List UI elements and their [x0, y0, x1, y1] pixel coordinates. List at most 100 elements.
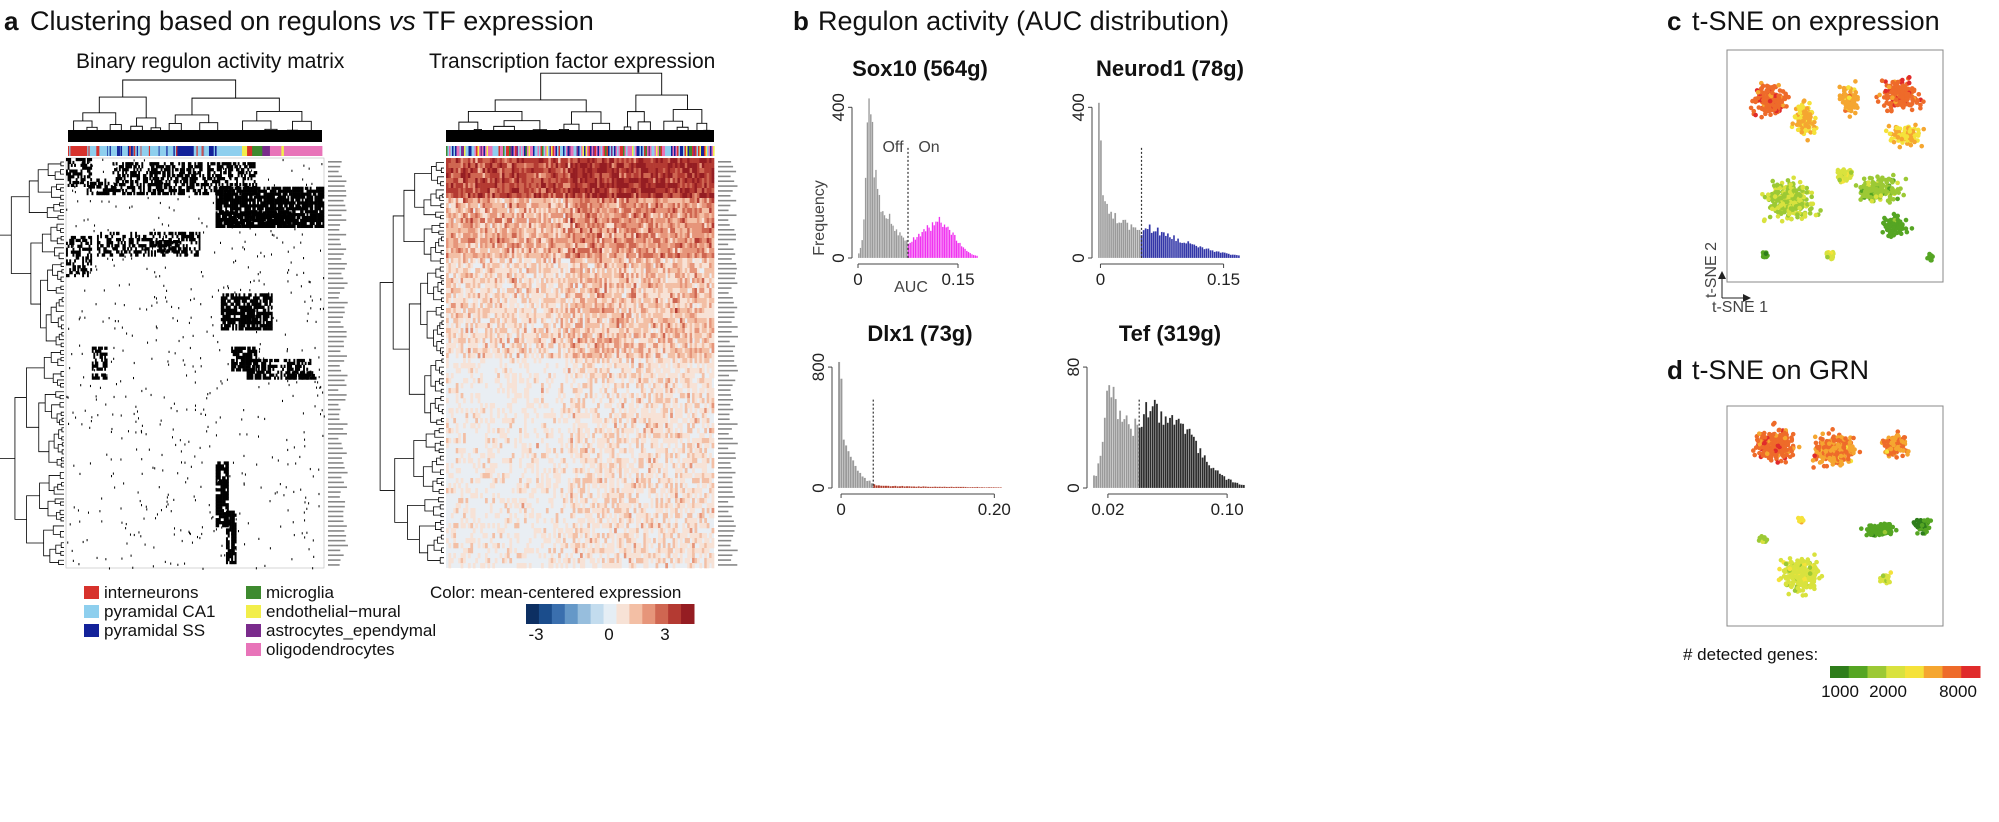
expression-cell — [567, 163, 571, 169]
active-regulon-cell — [213, 177, 216, 181]
active-regulon-cell — [91, 361, 94, 365]
expression-cell — [670, 168, 673, 174]
active-regulon-cell — [235, 299, 238, 303]
expression-cell — [621, 163, 625, 169]
active-regulon-cell — [225, 192, 228, 196]
active-regulon-cell — [133, 250, 136, 254]
active-regulon-cell — [178, 185, 181, 190]
dendrogram-branch — [441, 320, 444, 326]
active-regulon-cell — [215, 192, 218, 196]
active-regulon-cell — [229, 522, 232, 526]
active-regulon-cell — [205, 191, 208, 196]
active-regulon-cell — [300, 201, 302, 205]
cell-type-stripe — [528, 146, 531, 156]
expression-cell — [609, 163, 612, 169]
active-regulon-cell — [262, 221, 265, 225]
active-regulon-cell — [123, 304, 125, 307]
active-regulon-cell — [226, 506, 229, 510]
active-regulon-cell — [229, 218, 232, 223]
expression-cell — [621, 183, 625, 189]
active-regulon-cell — [231, 221, 234, 225]
active-regulon-cell — [257, 311, 260, 316]
expression-cell — [553, 158, 556, 164]
expression-cell — [502, 168, 505, 174]
active-regulon-cell — [94, 369, 96, 372]
dendrogram-branch — [438, 428, 444, 434]
active-regulon-cell — [316, 386, 318, 389]
active-regulon-cell — [292, 186, 295, 190]
cell-type-stripe — [600, 146, 603, 156]
active-regulon-cell — [113, 346, 115, 350]
active-regulon-cell — [219, 171, 222, 175]
cell-type-stripe — [468, 146, 471, 156]
expression-cell — [643, 158, 647, 164]
active-regulon-cell — [136, 410, 138, 413]
cell-type-stripe — [471, 146, 474, 156]
active-regulon-cell — [259, 311, 262, 316]
dendrogram-branch — [571, 111, 602, 125]
cell-type-stripe — [533, 146, 535, 156]
active-regulon-cell — [320, 385, 322, 389]
active-regulon-cell — [279, 189, 282, 193]
active-regulon-cell — [268, 186, 271, 190]
active-regulon-cell — [300, 488, 302, 491]
dendrogram-branch — [430, 364, 436, 387]
expression-cell — [506, 183, 510, 189]
active-regulon-cell — [150, 162, 153, 166]
active-regulon-cell — [274, 201, 277, 205]
active-regulon-cell — [309, 186, 312, 190]
active-regulon-cell — [314, 207, 317, 211]
active-regulon-cell — [192, 177, 195, 181]
row-label-mark — [328, 520, 344, 523]
cell-type-stripe — [561, 146, 564, 156]
active-regulon-cell — [82, 259, 85, 263]
active-regulon-cell — [284, 198, 287, 202]
active-regulon-cell — [77, 175, 80, 179]
active-regulon-cell — [223, 476, 226, 480]
active-regulon-cell — [83, 183, 86, 187]
expression-cell — [692, 183, 695, 189]
active-regulon-cell — [242, 171, 245, 175]
active-regulon-cell — [271, 186, 274, 190]
active-regulon-cell — [121, 437, 123, 440]
active-regulon-cell — [251, 370, 254, 374]
active-regulon-cell — [126, 191, 129, 196]
active-regulon-cell — [149, 177, 152, 181]
row-label-mark — [328, 549, 341, 552]
expression-cell — [470, 183, 474, 189]
expression-cell — [597, 173, 600, 179]
active-regulon-cell — [257, 370, 260, 374]
active-regulon-cell — [268, 178, 270, 181]
row-label-mark — [328, 292, 340, 294]
active-regulon-cell — [75, 271, 78, 275]
active-regulon-cell — [135, 253, 137, 257]
active-regulon-cell — [298, 198, 301, 202]
active-regulon-cell — [269, 324, 272, 328]
active-regulon-cell — [287, 379, 289, 383]
active-regulon-cell — [114, 302, 116, 305]
active-regulon-cell — [215, 500, 218, 504]
active-regulon-cell — [190, 250, 193, 254]
active-regulon-cell — [103, 247, 106, 251]
active-regulon-cell — [155, 177, 158, 181]
active-regulon-cell — [217, 518, 220, 522]
expression-cell — [465, 158, 469, 164]
active-regulon-cell — [175, 177, 177, 181]
active-regulon-cell — [244, 192, 247, 196]
expression-cell — [482, 163, 486, 169]
expression-cell — [653, 183, 656, 189]
active-regulon-cell — [301, 370, 304, 374]
active-regulon-cell — [166, 500, 168, 503]
active-regulon-cell — [293, 192, 296, 196]
active-regulon-cell — [299, 455, 301, 459]
active-regulon-cell — [234, 346, 237, 350]
active-regulon-cell — [233, 217, 236, 222]
active-regulon-cell — [274, 364, 276, 368]
active-regulon-cell — [228, 195, 231, 199]
active-regulon-cell — [300, 221, 302, 226]
row-label-mark — [328, 374, 348, 377]
dendrogram-branch — [440, 534, 444, 540]
active-regulon-cell — [136, 253, 139, 257]
active-regulon-cell — [310, 295, 312, 298]
expression-cell — [667, 178, 671, 184]
